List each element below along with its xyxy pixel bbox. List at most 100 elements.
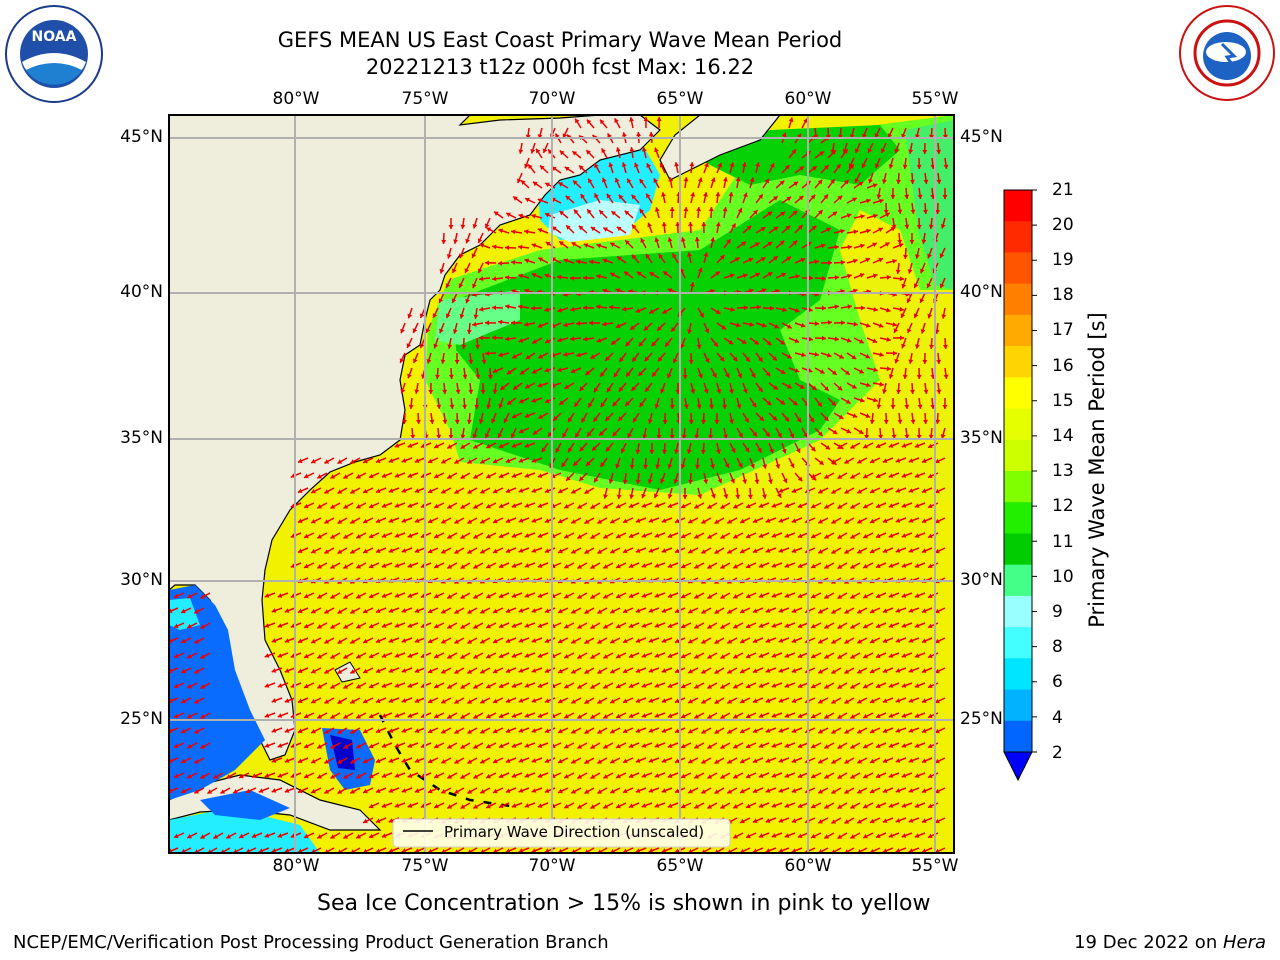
wave-arrow-head bbox=[895, 698, 901, 703]
wave-arrow-head bbox=[682, 495, 688, 499]
wave-arrow-head bbox=[343, 744, 349, 749]
wave-arrow-head bbox=[624, 210, 630, 216]
wave-arrow-head bbox=[525, 197, 530, 203]
wave-arrow-head bbox=[896, 389, 902, 394]
wave-arrow-head bbox=[667, 503, 673, 508]
wave-arrow-head bbox=[921, 488, 927, 493]
wave-arrow-head bbox=[635, 548, 641, 553]
wave-arrow-head bbox=[916, 164, 922, 169]
wave-arrow-head bbox=[622, 306, 627, 312]
wave-arrow-head bbox=[590, 804, 596, 809]
wave-arrow-head bbox=[875, 743, 881, 749]
wave-arrow-head bbox=[264, 743, 270, 748]
wave-arrow-head bbox=[720, 654, 726, 659]
wave-arrow-head bbox=[524, 563, 530, 568]
wave-arrow-head bbox=[480, 459, 485, 464]
wave-arrow-head bbox=[882, 389, 887, 394]
lon-tick-top-60w: 60°W bbox=[784, 89, 832, 109]
wave-arrow-head bbox=[343, 474, 349, 479]
wave-arrow-head bbox=[888, 563, 894, 568]
wave-arrow-head bbox=[875, 473, 881, 479]
wave-arrow-head bbox=[454, 419, 460, 424]
wave-arrow-head bbox=[672, 253, 677, 259]
wave-arrow-head bbox=[811, 833, 816, 839]
wave-arrow-head bbox=[467, 639, 473, 644]
wave-arrow-head bbox=[850, 504, 856, 509]
wave-arrow-head bbox=[660, 478, 665, 484]
wave-arrow-head bbox=[784, 623, 790, 628]
wave-arrow-head bbox=[837, 444, 843, 449]
wave-arrow-head bbox=[564, 804, 569, 809]
wave-arrow-head bbox=[473, 504, 479, 509]
wave-arrow-head bbox=[226, 834, 231, 839]
wave-arrow-head bbox=[875, 653, 881, 659]
wave-arrow-head bbox=[740, 548, 745, 554]
wave-arrow-head bbox=[796, 417, 801, 423]
wave-arrow-head bbox=[407, 443, 413, 448]
wave-arrow-head bbox=[330, 594, 336, 599]
wave-arrow-head bbox=[537, 803, 543, 808]
wave-arrow-head bbox=[631, 254, 637, 260]
colorbar-segment bbox=[1004, 564, 1032, 597]
wave-arrow-head bbox=[459, 253, 464, 259]
wave-arrow-head bbox=[304, 743, 309, 749]
wave-arrow-head bbox=[778, 788, 784, 793]
wave-arrow-head bbox=[573, 180, 578, 186]
wave-arrow-head bbox=[808, 336, 813, 342]
wave-arrow-head bbox=[846, 213, 852, 218]
wave-arrow-head bbox=[852, 197, 857, 202]
wave-arrow-head bbox=[337, 549, 343, 554]
wave-arrow-head bbox=[885, 212, 890, 218]
wave-arrow-head bbox=[480, 699, 485, 704]
wave-arrow-head bbox=[850, 774, 856, 779]
wave-arrow-head bbox=[653, 493, 659, 499]
wave-arrow-head bbox=[524, 773, 530, 778]
wave-arrow-head bbox=[635, 758, 641, 763]
wave-arrow-head bbox=[875, 773, 881, 779]
wave-arrow-head bbox=[727, 669, 733, 674]
wave-arrow-head bbox=[654, 593, 660, 598]
wave-arrow-head bbox=[545, 242, 551, 247]
wave-arrow-head bbox=[419, 343, 425, 348]
wave-arrow-head bbox=[913, 283, 919, 288]
wave-arrow-head bbox=[615, 463, 620, 469]
wave-arrow-head bbox=[472, 321, 477, 327]
wave-arrow-head bbox=[648, 608, 654, 613]
wave-arrow-head bbox=[531, 243, 537, 248]
wave-arrow-head bbox=[831, 549, 837, 554]
wave-arrow-head bbox=[895, 548, 901, 553]
wave-arrow-head bbox=[646, 163, 651, 168]
wave-arrow-head bbox=[825, 445, 830, 450]
wave-arrow-head bbox=[473, 654, 479, 659]
wave-arrow-head bbox=[599, 431, 604, 436]
wave-arrow-head bbox=[681, 563, 686, 569]
wave-arrow-head bbox=[696, 404, 702, 409]
wave-arrow-head bbox=[762, 494, 767, 499]
wave-arrow-head bbox=[590, 594, 596, 599]
wave-arrow-head bbox=[707, 654, 713, 659]
wave-arrow-head bbox=[375, 758, 381, 764]
wave-arrow-head bbox=[785, 225, 791, 231]
wave-arrow-head bbox=[324, 789, 330, 794]
wave-arrow-head bbox=[200, 624, 206, 629]
wave-arrow-head bbox=[541, 447, 547, 453]
wave-arrow-head bbox=[882, 608, 888, 613]
wave-arrow-head bbox=[571, 549, 576, 554]
wave-arrow-head bbox=[466, 419, 472, 424]
wave-arrow-head bbox=[674, 698, 680, 704]
wave-arrow-head bbox=[317, 744, 322, 749]
wave-arrow-head bbox=[629, 464, 635, 469]
wave-arrow-head bbox=[531, 458, 537, 463]
wave-arrow-head bbox=[297, 518, 303, 524]
wave-arrow-head bbox=[381, 773, 387, 778]
wave-arrow-head bbox=[667, 237, 673, 242]
wave-arrow-head bbox=[363, 728, 368, 734]
wave-arrow-head bbox=[394, 563, 400, 568]
wave-arrow-head bbox=[901, 443, 907, 448]
wave-arrow-head bbox=[838, 414, 844, 419]
wave-arrow-head bbox=[647, 419, 653, 424]
wave-arrow-head bbox=[492, 244, 497, 250]
wave-arrow-head bbox=[694, 714, 699, 719]
wave-arrow-head bbox=[460, 434, 466, 439]
wave-arrow-head bbox=[701, 759, 707, 764]
